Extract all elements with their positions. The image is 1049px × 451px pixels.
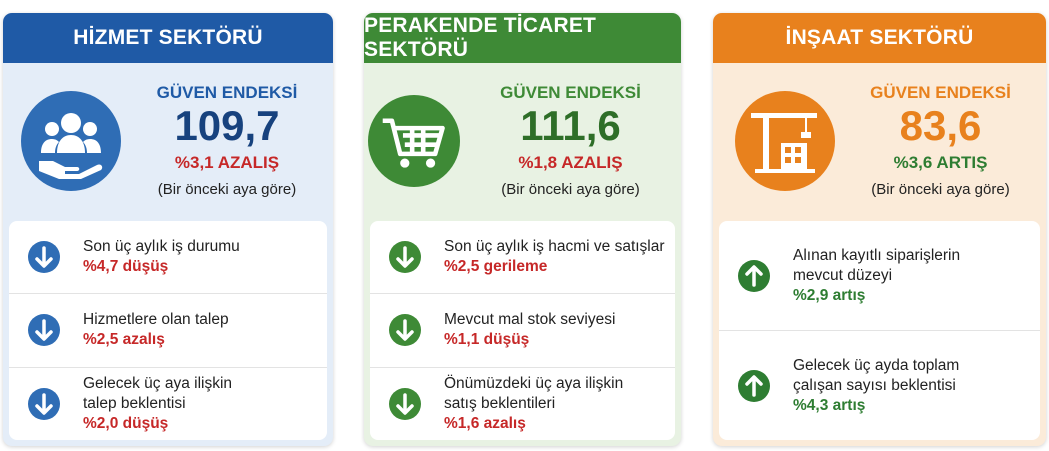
arrow-icon	[389, 241, 421, 274]
card-title: PERAKENDE TİCARET SEKTÖRÜ	[364, 13, 681, 63]
card: İNŞAAT SEKTÖRÜ GÜVEN ENDEKSİ 83,6 %3,6 ARTI…	[713, 13, 1046, 446]
item-line: talep beklentisi	[83, 394, 186, 412]
item-text: Son üç aylık iş durumu %4,7 düşüş	[83, 237, 240, 277]
item-line: Alınan kayıtlı siparişlerin	[793, 246, 961, 264]
item: Mevcut mal stok seviyesi %1,1 düşüş	[370, 294, 675, 368]
summary: GÜVEN ENDEKSİ 109,7 %3,1 AZALIŞ (Bir önceki…	[3, 63, 333, 218]
item-line: Gelecek üç ayda toplam	[793, 356, 960, 374]
summary-text: GÜVEN ENDEKSİ 109,7 %3,1 AZALIŞ (Bir önceki…	[121, 83, 333, 198]
summary-text: GÜVEN ENDEKSİ 83,6 %3,6 ARTIŞ (Bir önceki a…	[835, 83, 1046, 198]
item-change: %2,0 düşüş	[83, 414, 169, 432]
item-line: çalışan sayısı beklentisi	[793, 376, 956, 394]
note: (Bir önceki aya göre)	[501, 181, 640, 198]
item: Önümüzdeki üç aya ilişkin satış beklentil…	[370, 368, 675, 440]
item-text: Son üç aylık iş hacmi ve satışlar %2,5 ge…	[444, 237, 665, 277]
item-text: Hizmetlere olan talep %2,5 azalış	[83, 310, 229, 350]
item: Son üç aylık iş durumu %4,7 düşüş	[9, 221, 327, 295]
index-change: %3,1 AZALIŞ	[174, 153, 280, 172]
index-value: 109,7	[174, 102, 280, 149]
sector-icon	[21, 90, 121, 191]
card: PERAKENDE TİCARET SEKTÖRÜ GÜVEN ENDEKSİ 11…	[364, 13, 681, 446]
item-text: Alınan kayıtlı siparişlerin mevcut düzeyi…	[793, 246, 960, 306]
sector-icon	[735, 90, 835, 191]
item-change: %1,1 düşüş	[444, 331, 530, 349]
item-text: Mevcut mal stok seviyesi %1,1 düşüş	[444, 310, 615, 350]
arrow-icon	[28, 241, 60, 274]
item-line: satış beklentileri	[444, 394, 556, 412]
item-change: %2,9 artış	[793, 286, 866, 304]
arrow-icon	[738, 369, 770, 402]
item-change: %2,5 azalış	[83, 331, 165, 349]
item-line: Gelecek üç aya ilişkin	[83, 374, 233, 392]
index-change: %1,8 AZALIŞ	[518, 153, 623, 172]
summary: GÜVEN ENDEKSİ 111,6 %1,8 AZALIŞ (Bir önceki…	[364, 63, 681, 218]
items: Son üç aylık iş durumu %4,7 düşüş Hizmetle…	[9, 221, 327, 440]
item: Alınan kayıtlı siparişlerin mevcut düzeyi…	[719, 221, 1040, 331]
card-title: İNŞAAT SEKTÖRÜ	[713, 13, 1046, 63]
arrow-icon	[28, 314, 60, 347]
note: (Bir önceki aya göre)	[157, 181, 297, 198]
item-line: Son üç aylık iş hacmi ve satışlar	[444, 238, 665, 256]
item: Son üç aylık iş hacmi ve satışlar %2,5 ge…	[370, 221, 675, 295]
index-change: %3,6 ARTIŞ	[893, 153, 988, 172]
arrow-icon	[389, 314, 421, 347]
item-change: %1,6 azalış	[444, 414, 526, 432]
item-text: Gelecek üç aya ilişkin talep beklentisi %2…	[83, 374, 232, 434]
items: Son üç aylık iş hacmi ve satışlar %2,5 ge…	[370, 221, 675, 440]
card-title: HİZMET SEKTÖRÜ	[3, 13, 333, 63]
item-change: %2,5 gerileme	[444, 258, 548, 276]
item-line: Önümüzdeki üç aya ilişkin	[444, 374, 624, 392]
item-text: Gelecek üç ayda toplam çalışan sayısı bek…	[793, 356, 959, 416]
item-line: mevcut düzeyi	[793, 266, 893, 284]
note: (Bir önceki aya göre)	[871, 181, 1010, 198]
items: Alınan kayıtlı siparişlerin mevcut düzeyi…	[719, 221, 1040, 440]
index-label: GÜVEN ENDEKSİ	[870, 83, 1011, 102]
item-change: %4,7 düşüş	[83, 258, 169, 276]
item: Gelecek üç aya ilişkin talep beklentisi %2…	[9, 368, 327, 440]
item-line: Mevcut mal stok seviyesi	[444, 311, 616, 329]
item-text: Önümüzdeki üç aya ilişkin satış beklentil…	[444, 374, 623, 434]
item-change: %4,3 artış	[793, 396, 866, 414]
item-line: Hizmetlere olan talep	[83, 311, 229, 329]
arrow-icon	[738, 259, 770, 292]
sector-icon	[368, 94, 460, 187]
summary-text: GÜVEN ENDEKSİ 111,6 %1,8 AZALIŞ (Bir önceki…	[460, 83, 681, 198]
index-label: GÜVEN ENDEKSİ	[156, 83, 298, 102]
index-value: 83,6	[899, 102, 982, 149]
index-value: 111,6	[520, 102, 621, 149]
item: Gelecek üç ayda toplam çalışan sayısı bek…	[719, 331, 1040, 440]
card: HİZMET SEKTÖRÜ GÜVEN ENDEKSİ 109,7 %3,1 AZA…	[3, 13, 333, 446]
index-label: GÜVEN ENDEKSİ	[500, 83, 641, 102]
arrow-icon	[28, 387, 60, 420]
item: Hizmetlere olan talep %2,5 azalış	[9, 294, 327, 368]
arrow-icon	[389, 387, 421, 420]
summary: GÜVEN ENDEKSİ 83,6 %3,6 ARTIŞ (Bir önceki a…	[713, 63, 1046, 218]
item-line: Son üç aylık iş durumu	[83, 238, 240, 256]
